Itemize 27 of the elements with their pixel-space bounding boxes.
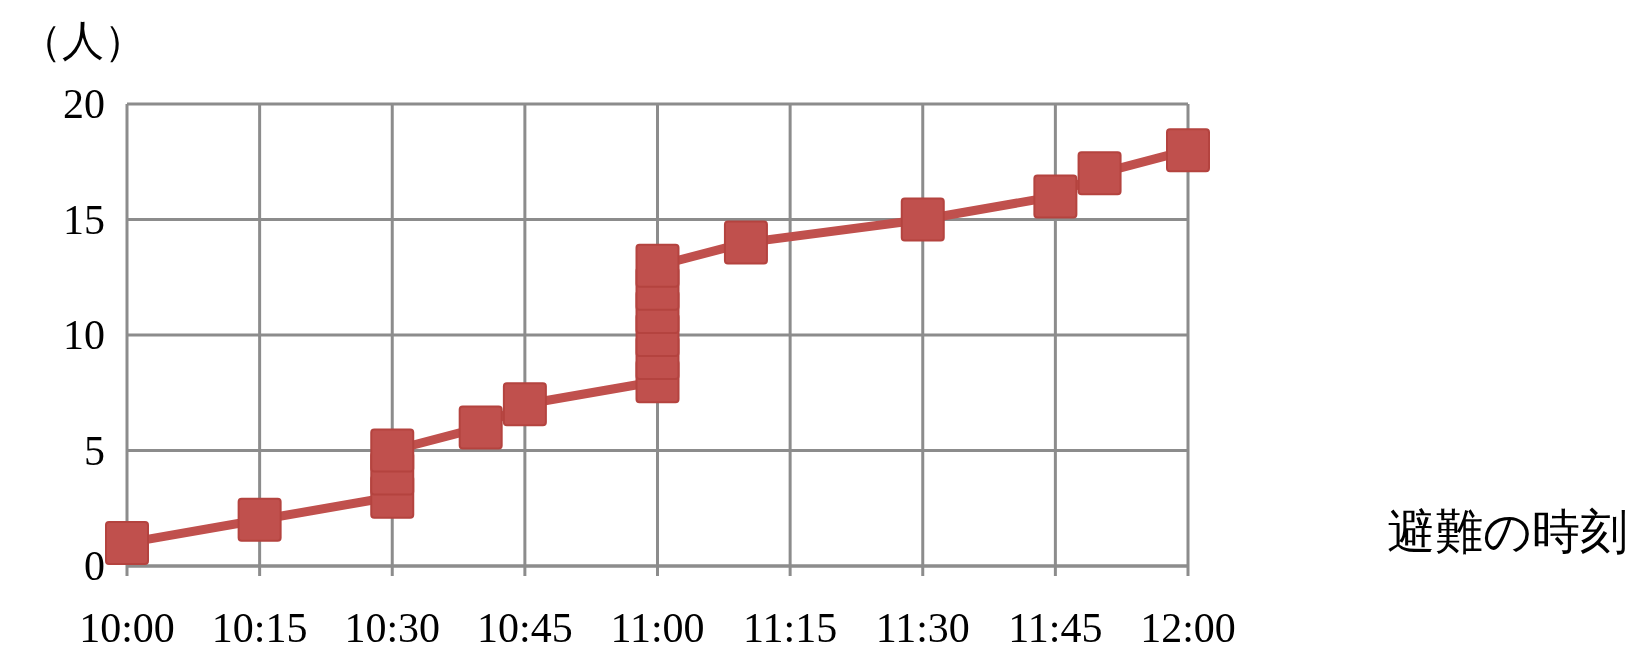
x-tick-label: 11:00 <box>610 605 705 651</box>
x-tick-label: 12:00 <box>1140 605 1236 651</box>
point <box>1033 174 1078 219</box>
x-axis-title: 避難の時刻 <box>1387 505 1628 558</box>
point <box>370 428 415 473</box>
x-tick-label: 10:00 <box>79 605 175 651</box>
point <box>635 243 680 288</box>
x-tick-label: 10:15 <box>211 605 308 651</box>
point <box>1077 151 1122 196</box>
point <box>502 382 547 427</box>
y-tick-label: 20 <box>63 81 105 127</box>
point <box>900 197 945 242</box>
point <box>105 520 149 565</box>
y-axis-title: （人） <box>20 18 146 64</box>
point <box>723 220 768 265</box>
y-tick-label: 5 <box>84 427 105 474</box>
point <box>458 405 503 450</box>
y-tick-label: 15 <box>63 196 105 243</box>
x-tick-label: 10:45 <box>477 605 573 651</box>
x-tick-label: 10:30 <box>344 605 441 651</box>
x-tick-label: 11:45 <box>1008 605 1103 651</box>
point <box>1166 128 1210 173</box>
y-tick-label: 0 <box>84 543 105 589</box>
y-tick-label: 10 <box>63 312 105 358</box>
point <box>237 497 282 542</box>
x-tick-label: 11:30 <box>875 605 970 651</box>
x-tick-label: 11:15 <box>743 605 838 651</box>
